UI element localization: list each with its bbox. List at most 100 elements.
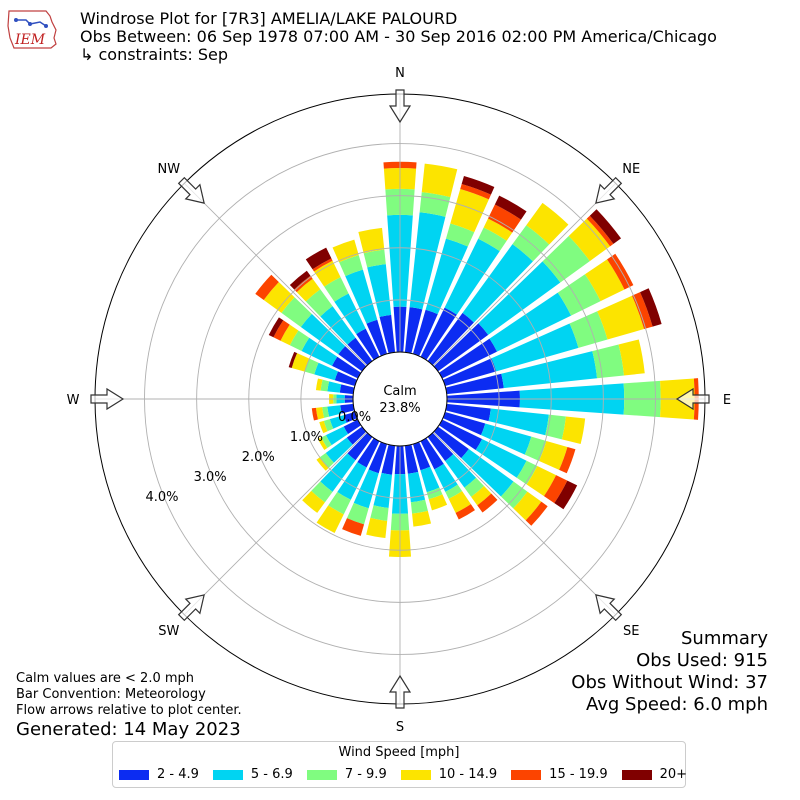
legend-label: 20+ xyxy=(659,767,688,782)
windrose-bar xyxy=(327,405,342,417)
windrose-bar xyxy=(343,419,362,435)
windrose-bar xyxy=(291,353,310,372)
radial-tick-label: 0.0% xyxy=(338,410,371,425)
flow-arrow-icon xyxy=(177,594,205,622)
windrose-bar xyxy=(339,255,363,277)
calm-circle xyxy=(352,351,448,447)
windrose-axes xyxy=(94,93,706,705)
windrose-bar xyxy=(317,437,328,451)
radial-tick-label: 4.0% xyxy=(145,490,178,505)
bar-convention: Bar Convention: Meteorology xyxy=(16,687,206,702)
windrose-bar xyxy=(554,480,578,510)
windrose-bar xyxy=(428,494,448,511)
windrose-labels: Calm 23.8% 0.0% 1.0% 2.0% 3.0% 4.0% N NE E SE S SW W N… xyxy=(67,66,732,735)
windrose-bar xyxy=(289,330,310,351)
windrose-bar xyxy=(334,371,358,387)
windrose-bar xyxy=(342,518,365,536)
windrose-bar xyxy=(255,274,279,300)
direction-label: SE xyxy=(623,624,639,639)
chart-constraints: ↳ constraints: Sep xyxy=(80,45,229,64)
windrose-bar xyxy=(483,218,513,241)
windrose-bar xyxy=(321,435,332,449)
windrose-bar xyxy=(294,275,313,293)
windrose-bar xyxy=(332,239,359,263)
windrose-bar xyxy=(433,426,469,459)
flow-arrow-icon xyxy=(595,594,623,622)
legend-label: 7 - 9.9 xyxy=(344,767,387,782)
windrose-bar xyxy=(559,447,576,474)
windrose-bar xyxy=(412,309,438,357)
windrose-bar xyxy=(455,504,475,520)
legend-items: 2 - 4.9 5 - 6.9 7 - 9.9 10 - 14.9 15 - 1… xyxy=(119,767,687,782)
windrose-bar xyxy=(448,491,471,513)
windrose-bar xyxy=(338,346,367,372)
windrose-bar xyxy=(315,407,325,420)
windrose-bar xyxy=(569,311,608,348)
windrose-bar xyxy=(427,432,454,462)
windrose-bar xyxy=(311,407,318,421)
avg-speed: Avg Speed: 6.0 mph xyxy=(586,694,768,715)
windrose-bar xyxy=(370,505,389,521)
legend-swatch xyxy=(621,769,652,780)
obs-without-wind: Obs Without Wind: 37 xyxy=(571,672,768,693)
radial-tick-label: 3.0% xyxy=(194,470,227,485)
windrose-bar xyxy=(273,320,290,341)
windrose-bar xyxy=(513,491,542,521)
calm-definition: Calm values are < 2.0 mph xyxy=(16,671,195,686)
windrose-bar xyxy=(347,432,373,461)
flow-arrow-shape xyxy=(595,594,623,622)
calm-label: Calm xyxy=(383,384,416,399)
flow-arrow-shape xyxy=(388,674,412,709)
windrose-bar xyxy=(368,441,388,474)
windrose-bar xyxy=(419,192,451,217)
windrose-bar xyxy=(315,378,323,391)
flow-arrow-icon xyxy=(90,387,125,411)
windrose-bar xyxy=(557,274,601,316)
legend-label: 2 - 4.9 xyxy=(157,767,199,782)
windrose-bar xyxy=(427,312,474,366)
flow-arrow-icon xyxy=(177,176,205,204)
windrose-bar xyxy=(478,227,507,252)
windrose-bar xyxy=(319,452,334,468)
direction-label: W xyxy=(67,393,80,408)
windrose-bar xyxy=(314,362,339,381)
calm-value: 23.8% xyxy=(379,401,420,416)
legend-swatch xyxy=(212,769,243,780)
windrose-bar xyxy=(320,453,356,492)
windrose-bar xyxy=(477,493,498,513)
legend-item: 20+ xyxy=(621,767,688,782)
windrose-bar xyxy=(305,247,332,270)
windrose-bar xyxy=(516,460,538,485)
legend-swatch xyxy=(511,769,542,780)
windrose-bar xyxy=(407,471,426,503)
windrose-bar xyxy=(491,323,579,372)
windrose-bar xyxy=(319,420,328,434)
windrose-bar xyxy=(325,426,349,446)
legend-item: 2 - 4.9 xyxy=(119,767,199,782)
windrose-bar xyxy=(346,426,367,445)
windrose-bar xyxy=(445,373,504,395)
windrose-bars xyxy=(255,161,699,558)
legend-label: 10 - 14.9 xyxy=(438,767,498,782)
arrow-note: Flow arrows relative to plot center. xyxy=(16,703,242,718)
windrose-bar xyxy=(313,260,341,287)
windrose-bar xyxy=(327,381,342,393)
windrose-bar xyxy=(445,484,463,499)
windrose-bar xyxy=(305,289,333,317)
windrose-bar xyxy=(589,209,622,244)
windrose-bar xyxy=(358,227,385,254)
iem-logo: IEM xyxy=(7,10,57,49)
windrose-bar xyxy=(353,469,379,509)
flow-arrow-icon xyxy=(388,674,412,709)
legend-item: 10 - 14.9 xyxy=(400,767,498,782)
windrose-bar xyxy=(409,212,446,310)
windrose-bar xyxy=(366,319,388,357)
windrose-bar xyxy=(302,490,325,513)
windrose-bar xyxy=(461,175,495,195)
windrose-bar xyxy=(322,406,330,418)
windrose-bar xyxy=(420,437,444,470)
windrose-bar xyxy=(420,466,440,493)
legend-item: 5 - 6.9 xyxy=(212,767,293,782)
windrose-bar xyxy=(288,351,298,368)
windrose-bar xyxy=(296,278,321,302)
